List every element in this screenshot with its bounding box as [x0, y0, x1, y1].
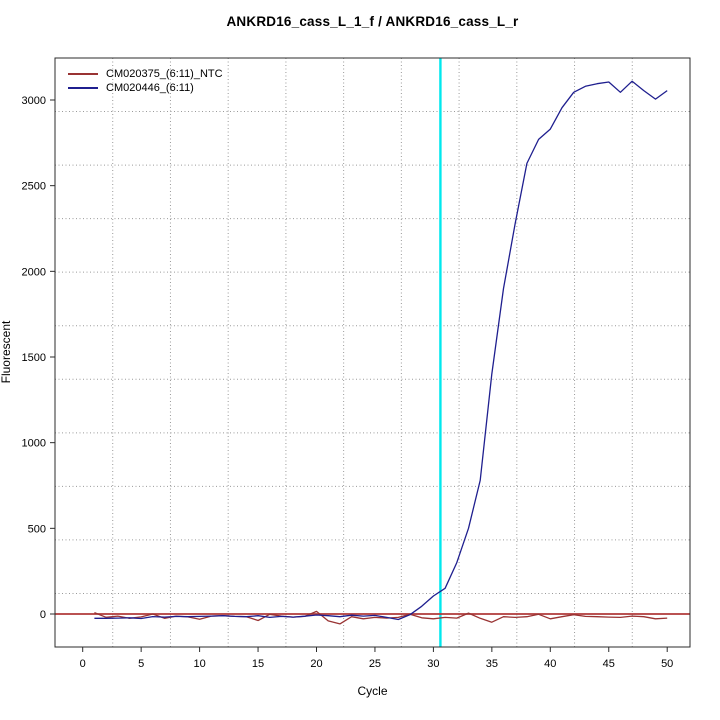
y-tick-label: 1500	[22, 352, 46, 364]
x-axis-label: Cycle	[357, 684, 388, 698]
x-tick-label: 10	[193, 658, 205, 670]
legend: CM020375_(6:11)_NTC CM020446_(6:11)	[68, 67, 223, 95]
x-tick-label: 30	[427, 658, 439, 670]
x-tick-label: 5	[138, 658, 144, 670]
y-axis-label: Fluorescent	[0, 320, 13, 384]
legend-item: CM020375_(6:11)_NTC	[68, 67, 223, 81]
x-tick-label: 20	[310, 658, 322, 670]
y-tick-label: 2500	[22, 181, 46, 193]
legend-label: CM020446_(6:11)	[106, 82, 194, 94]
x-tick-label: 45	[603, 658, 615, 670]
legend-swatch	[68, 73, 98, 75]
y-tick-label: 0	[40, 609, 46, 621]
plot-border	[54, 57, 691, 648]
y-tick-label: 2000	[22, 266, 46, 278]
x-tick-label: 25	[369, 658, 381, 670]
series-line-1	[94, 80, 668, 621]
legend-swatch	[68, 87, 98, 89]
x-tick-label: 40	[544, 658, 556, 670]
y-tick-label: 500	[28, 523, 46, 535]
y-tick-label: 3000	[22, 95, 46, 107]
x-tick-label: 15	[252, 658, 264, 670]
chart-title: ANKRD16_cass_L_1_f / ANKRD16_cass_L_r	[226, 14, 519, 29]
x-tick-label: 50	[661, 658, 673, 670]
x-tick-label: 35	[486, 658, 498, 670]
y-tick-label: 1000	[22, 438, 46, 450]
x-tick-label: 0	[80, 658, 86, 670]
legend-item: CM020446_(6:11)	[68, 81, 223, 95]
legend-label: CM020375_(6:11)_NTC	[106, 68, 223, 80]
